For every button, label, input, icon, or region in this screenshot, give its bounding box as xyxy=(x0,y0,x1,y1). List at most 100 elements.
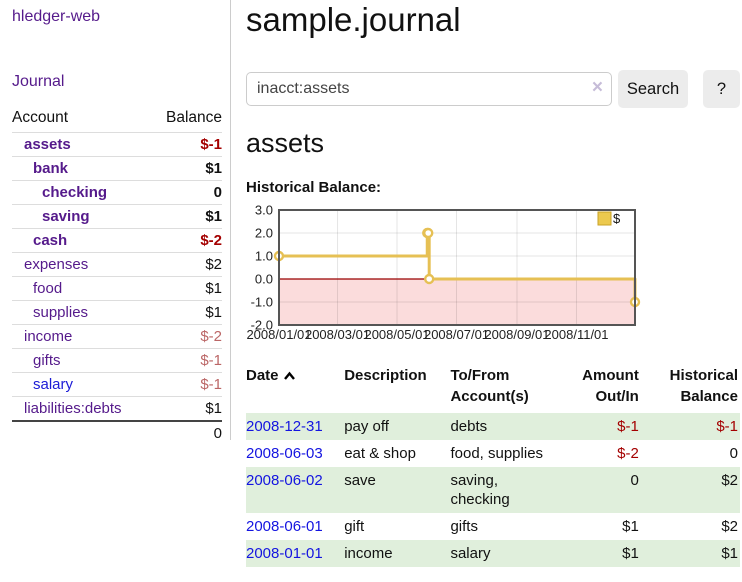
account-row: salary $-1 xyxy=(12,372,222,397)
amount-column-header: Amount Out/In xyxy=(582,366,639,405)
transaction-date-link[interactable]: 2008-06-02 xyxy=(246,471,323,489)
transaction-description: gift xyxy=(344,517,365,535)
account-balance: $1 xyxy=(150,156,222,181)
transaction-accounts: debts xyxy=(450,417,488,435)
balance-column-header: Historical Balance xyxy=(669,366,738,405)
account-link[interactable]: food xyxy=(33,280,63,297)
account-row: supplies $1 xyxy=(12,300,222,325)
account-row: gifts $-1 xyxy=(12,348,222,373)
search-input-wrap: × xyxy=(246,72,612,107)
svg-text:$: $ xyxy=(613,211,621,226)
transaction-balance: $-1 xyxy=(716,417,738,435)
account-balance: $-2 xyxy=(150,324,222,349)
clear-search-icon[interactable]: × xyxy=(591,77,603,99)
account-balance: $-1 xyxy=(150,348,222,373)
transaction-amount: $-1 xyxy=(617,417,639,435)
account-link[interactable]: gifts xyxy=(33,352,61,369)
account-balance: $-2 xyxy=(150,228,222,253)
chart-title: Historical Balance: xyxy=(246,178,382,196)
date-column-header[interactable]: Date xyxy=(246,365,344,413)
transaction-amount: 0 xyxy=(630,471,639,489)
svg-text:3.0: 3.0 xyxy=(255,202,273,217)
total-balance: 0 xyxy=(150,420,222,445)
svg-text:1.0: 1.0 xyxy=(255,248,273,263)
transaction-row: 2008-12-31 pay off debts $-1 $-1 xyxy=(246,412,740,440)
app-title-link[interactable]: hledger-web xyxy=(12,8,101,25)
account-row: cash $-2 xyxy=(12,228,222,253)
svg-text:2008/03/01: 2008/03/01 xyxy=(305,327,370,342)
transaction-description: save xyxy=(344,471,376,489)
account-balance: $-1 xyxy=(150,372,222,397)
transaction-balance: $1 xyxy=(721,544,738,562)
transaction-description: eat & shop xyxy=(344,444,416,462)
transaction-balance: $2 xyxy=(721,517,738,535)
account-link[interactable]: income xyxy=(24,328,73,345)
transaction-row: 2008-01-01 income salary $1 $1 xyxy=(246,539,740,567)
account-link[interactable]: checking xyxy=(42,184,108,201)
account-row: checking 0 xyxy=(12,180,222,205)
svg-text:2008/01/01: 2008/01/01 xyxy=(246,327,311,342)
account-row: expenses $2 xyxy=(12,252,222,277)
transaction-date-link[interactable]: 2008-06-01 xyxy=(246,517,323,535)
accounts-balance-table: Account Balance assets $-1 bank $1 checking 0… xyxy=(12,106,222,445)
account-title: assets xyxy=(246,128,325,159)
transaction-amount: $-2 xyxy=(617,444,639,462)
transaction-row: 2008-06-01 gift gifts $1 $2 xyxy=(246,513,740,540)
account-row: liabilities:debts $1 xyxy=(12,396,222,421)
search-button[interactable]: Search xyxy=(618,70,688,109)
account-balance: $-1 xyxy=(150,132,222,157)
balance-column-header: Balance xyxy=(165,109,222,126)
transaction-row: 2008-06-03 eat & shop food, supplies $-2 0 xyxy=(246,440,740,467)
transaction-accounts: saving, checking xyxy=(450,471,510,508)
svg-text:-1.0: -1.0 xyxy=(251,294,273,309)
sidebar: hledger-web Journal Account Balance asse… xyxy=(0,0,231,445)
account-row: saving $1 xyxy=(12,204,222,229)
transaction-date-link[interactable]: 2008-01-01 xyxy=(246,544,323,562)
svg-text:0.0: 0.0 xyxy=(255,271,273,286)
account-row: assets $-1 xyxy=(12,132,222,157)
sort-ascending-icon xyxy=(283,368,296,385)
transaction-balance: 0 xyxy=(729,444,738,462)
svg-text:2.0: 2.0 xyxy=(255,225,273,240)
transaction-date-link[interactable]: 2008-06-03 xyxy=(246,444,323,462)
search-input[interactable] xyxy=(246,72,612,107)
transaction-description: income xyxy=(344,544,393,562)
account-link[interactable]: assets xyxy=(24,136,71,153)
account-link[interactable]: saving xyxy=(42,208,90,225)
main-content: sample.journal × Search ? assets Histori… xyxy=(231,0,742,567)
total-row: 0 xyxy=(12,420,222,445)
accounts-column-header: Account xyxy=(12,109,69,126)
account-link[interactable]: cash xyxy=(33,232,68,249)
account-balance: $1 xyxy=(150,300,222,325)
svg-text:2008/11/01: 2008/11/01 xyxy=(544,327,608,342)
account-link[interactable]: liabilities:debts xyxy=(24,400,122,417)
app-window: hledger-web Journal Account Balance asse… xyxy=(0,0,742,567)
transaction-accounts: salary xyxy=(450,544,491,562)
transaction-amount: $1 xyxy=(622,517,639,535)
description-column-header: Description xyxy=(344,366,427,384)
transaction-balance: $2 xyxy=(721,471,738,489)
total-label xyxy=(12,420,151,445)
svg-text:2008/09/01: 2008/09/01 xyxy=(484,327,549,342)
account-link[interactable]: bank xyxy=(33,160,69,177)
transaction-accounts: food, supplies xyxy=(450,444,544,462)
account-row: food $1 xyxy=(12,276,222,301)
account-row: income $-2 xyxy=(12,324,222,349)
transaction-date-link[interactable]: 2008-12-31 xyxy=(246,417,323,435)
page-title: sample.journal xyxy=(246,1,461,38)
accounts-column-header: To/From Account(s) xyxy=(450,366,529,405)
transaction-description: pay off xyxy=(344,417,389,435)
transaction-row: 2008-06-02 save saving, checking 0 $2 xyxy=(246,466,740,513)
account-link[interactable]: supplies xyxy=(33,304,89,321)
account-link[interactable]: salary xyxy=(33,376,74,393)
transaction-accounts: gifts xyxy=(450,517,478,535)
account-row: bank $1 xyxy=(12,156,222,181)
historical-balance-chart: $3.0 2.0 1.0 0.0 -1.0 -2.02008/01/012008/03/0… xyxy=(246,202,641,342)
transaction-amount: $1 xyxy=(622,544,639,562)
help-button[interactable]: ? xyxy=(703,70,740,109)
account-balance: $1 xyxy=(150,276,222,301)
account-link[interactable]: expenses xyxy=(24,256,89,273)
account-balance: $1 xyxy=(150,204,222,229)
register-table: Date Description To/From Account(s) Amou… xyxy=(246,365,740,567)
sidebar-item-journal[interactable]: Journal xyxy=(12,73,65,90)
